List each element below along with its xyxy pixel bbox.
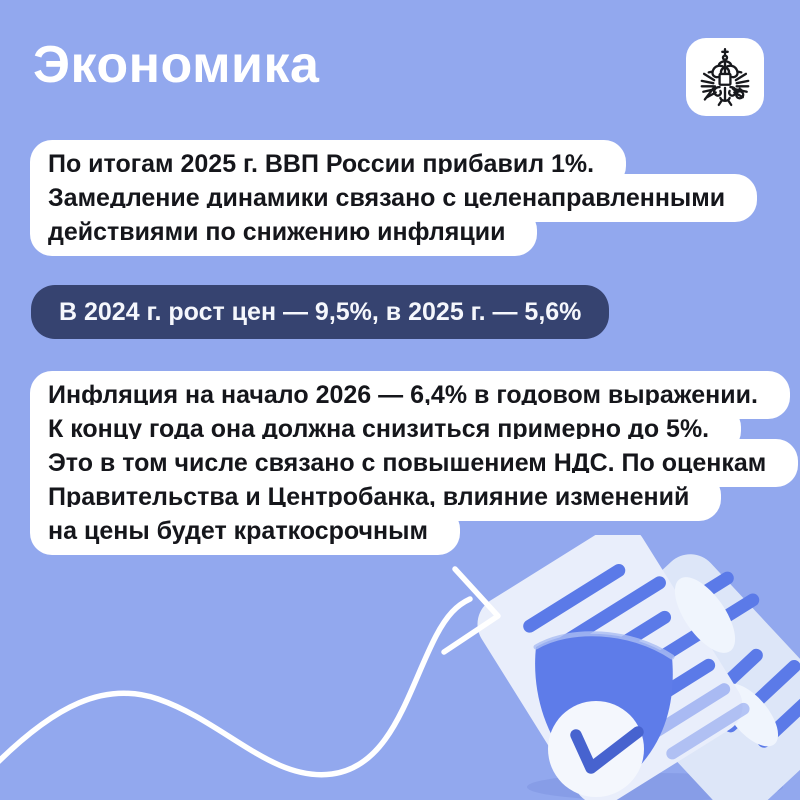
double-eagle-icon	[700, 47, 750, 107]
government-logo	[686, 38, 764, 116]
check-icon	[570, 726, 644, 774]
clock-face	[548, 701, 644, 797]
inflation-forecast-card: Инфляция на начало 2026 — 6,4% в годовом…	[30, 371, 799, 555]
documents-shield-illustration	[477, 535, 800, 800]
shield-icon	[533, 631, 675, 797]
page-curl-icon	[674, 577, 736, 653]
text-line: на цены будет краткосрочным	[30, 507, 460, 555]
gdp-summary-card: По итогам 2025 г. ВВП России прибавил 1%…	[30, 140, 758, 256]
page-title: Экономика	[33, 36, 320, 94]
text-line: действиями по снижению инфляции	[30, 208, 538, 256]
price-growth-pill: В 2024 г. рост цен — 9,5%, в 2025 г. — 5…	[31, 285, 610, 339]
